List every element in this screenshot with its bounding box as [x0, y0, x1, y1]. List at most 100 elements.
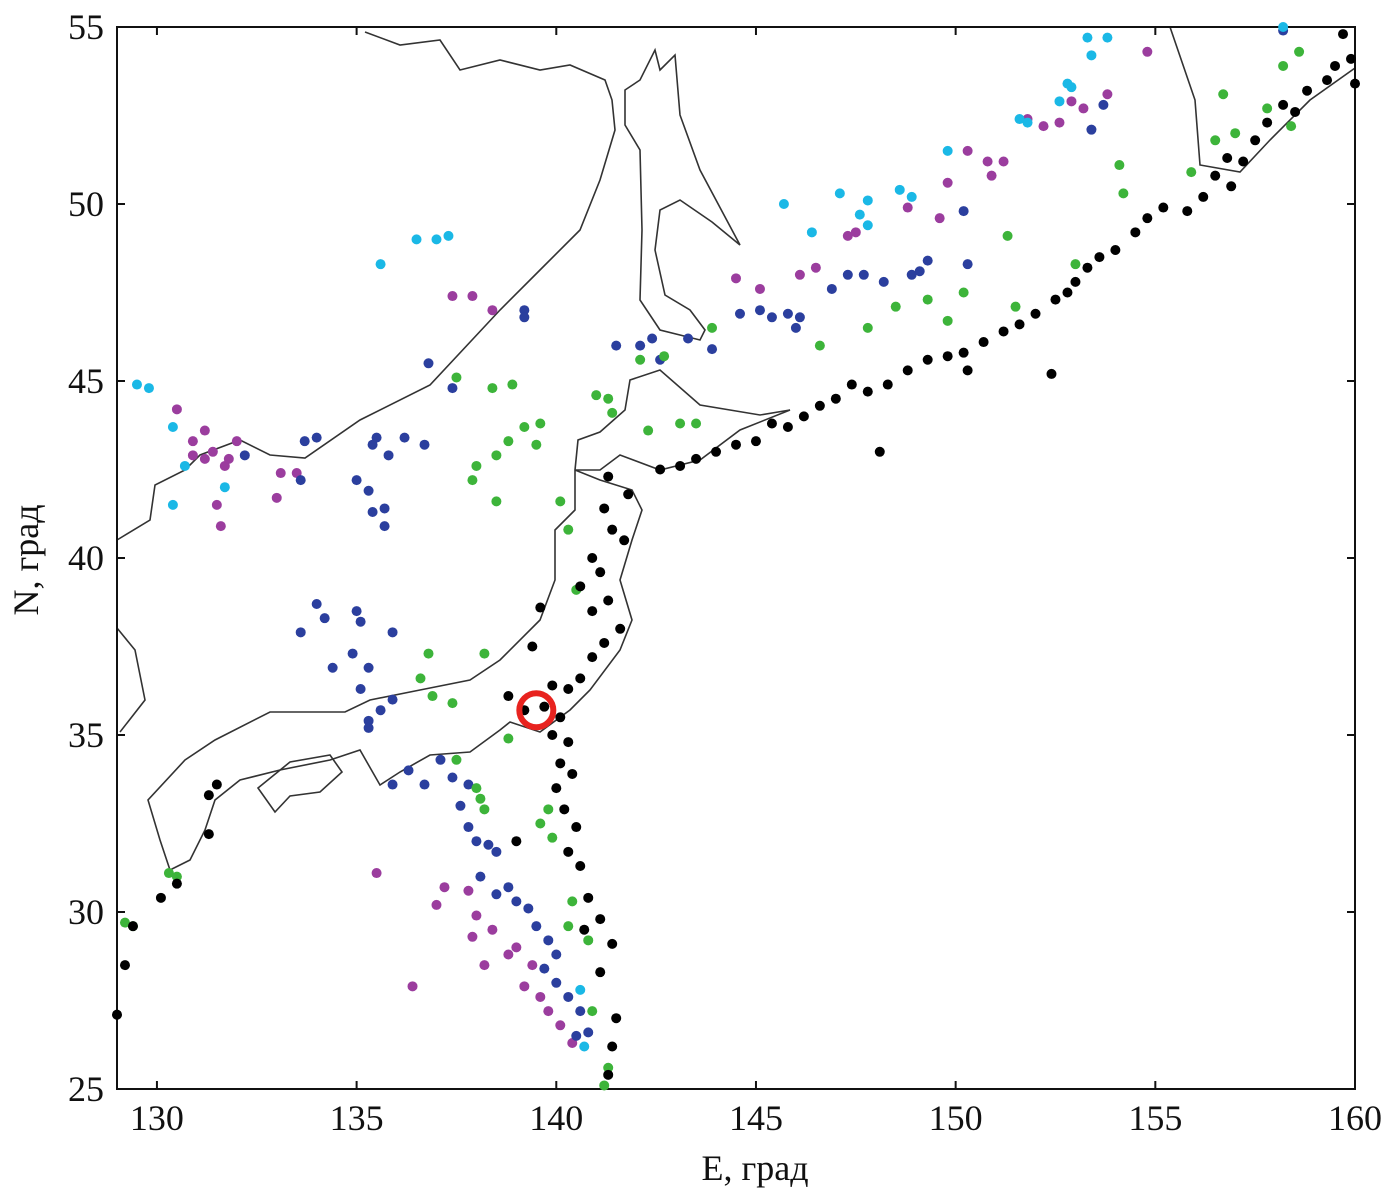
point	[675, 460, 686, 471]
point	[435, 754, 446, 765]
point	[846, 379, 857, 390]
point	[535, 991, 546, 1002]
point	[830, 393, 841, 404]
point	[511, 942, 522, 953]
point	[778, 199, 789, 209]
point	[798, 411, 809, 422]
point	[535, 818, 546, 829]
point	[603, 1062, 614, 1073]
point	[299, 436, 310, 447]
point	[978, 337, 989, 348]
point	[119, 917, 130, 928]
point	[1094, 252, 1105, 263]
point	[1054, 117, 1065, 128]
coastline	[147, 369, 791, 872]
y-tick-label: 40	[68, 538, 104, 578]
point	[375, 705, 386, 716]
point	[1030, 308, 1041, 319]
point	[367, 506, 378, 517]
point	[419, 439, 430, 450]
point	[575, 1006, 586, 1017]
x-tick-label: 135	[330, 1098, 384, 1138]
point	[647, 333, 658, 344]
point	[519, 422, 530, 433]
point	[563, 921, 574, 932]
point	[854, 209, 865, 220]
point	[399, 432, 410, 443]
point	[934, 213, 945, 224]
point	[207, 446, 218, 457]
point	[1218, 89, 1229, 100]
point	[1066, 82, 1077, 93]
point	[519, 305, 530, 316]
point	[503, 691, 514, 702]
point	[571, 822, 582, 833]
point	[199, 425, 210, 436]
point	[922, 354, 933, 365]
point	[906, 269, 917, 280]
point	[1210, 135, 1221, 146]
point	[503, 949, 514, 960]
point	[1066, 96, 1077, 107]
point	[563, 524, 574, 535]
point	[1102, 89, 1113, 100]
point	[1142, 46, 1153, 57]
point	[551, 783, 562, 794]
point	[1290, 106, 1301, 117]
point	[555, 1020, 566, 1031]
point	[519, 981, 530, 992]
point	[379, 503, 390, 514]
point	[167, 422, 178, 433]
point	[527, 960, 538, 971]
point	[902, 202, 913, 213]
point	[842, 230, 853, 241]
point	[447, 772, 458, 783]
point	[491, 846, 502, 857]
point	[958, 287, 969, 298]
point	[403, 765, 414, 776]
point	[491, 450, 502, 461]
point	[862, 386, 873, 397]
point	[1262, 117, 1273, 128]
point	[112, 1009, 122, 1020]
point	[579, 1041, 590, 1052]
point	[942, 177, 953, 188]
point	[567, 896, 578, 907]
point	[842, 269, 853, 280]
point	[167, 499, 178, 510]
point	[427, 691, 438, 702]
point	[491, 496, 502, 507]
point	[1182, 206, 1193, 217]
point	[958, 347, 969, 358]
point	[543, 804, 554, 815]
point	[591, 390, 602, 401]
point	[782, 308, 793, 319]
point	[1350, 78, 1360, 89]
x-tick-label: 160	[1328, 1098, 1382, 1138]
point	[547, 680, 558, 691]
point	[1278, 99, 1289, 110]
point	[655, 464, 666, 475]
y-tick-label: 30	[68, 892, 104, 932]
point	[1070, 276, 1081, 287]
point	[455, 800, 466, 811]
point	[383, 450, 394, 461]
point	[1082, 32, 1093, 43]
point	[942, 315, 953, 326]
point	[483, 839, 494, 850]
point	[547, 730, 558, 740]
point	[599, 503, 610, 514]
point	[962, 259, 973, 270]
point	[271, 492, 282, 503]
point	[1014, 114, 1025, 125]
point	[575, 860, 586, 871]
point	[219, 482, 230, 493]
point	[691, 418, 702, 429]
point	[810, 262, 821, 273]
point	[531, 439, 542, 450]
point	[119, 960, 130, 971]
point	[858, 269, 869, 280]
point	[1186, 167, 1197, 178]
point	[615, 623, 626, 634]
point	[351, 475, 362, 486]
